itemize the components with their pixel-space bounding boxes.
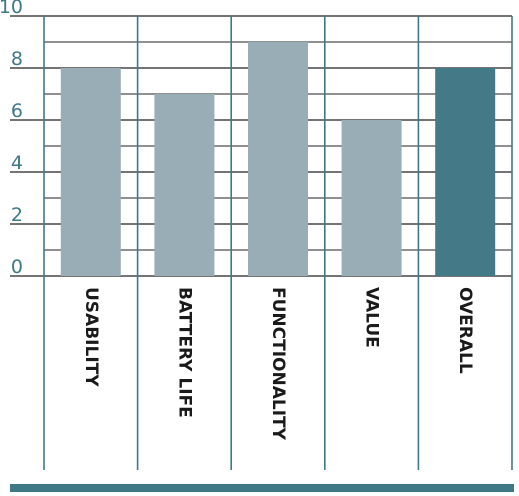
y-tick-label: 4 [11,152,23,174]
x-tick-label: VALUE [362,287,382,348]
y-tick-label: 6 [11,100,23,122]
x-axis-labels: USABILITY BATTERY LIFE FUNCTIONALITY VALUE O… [81,287,475,441]
y-tick-label: 0 [11,256,23,278]
bar-value [341,120,402,276]
x-tick-label: OVERALL [455,287,475,374]
category-dividers [43,16,513,470]
y-tick-label: 8 [11,48,23,70]
x-tick-label: BATTERY LIFE [174,287,194,418]
x-tick-label: FUNCTIONALITY [268,287,288,441]
bar-overall [435,68,496,276]
bottom-accent-bar [10,484,514,492]
y-tick-label: 10 [0,0,23,18]
bar-usability [60,68,121,276]
bar-functionality [248,42,308,276]
y-axis-ticks: 0 2 4 6 8 10 [0,0,23,278]
bars [60,42,496,276]
y-tick-label: 2 [11,204,23,226]
x-tick-label: USABILITY [81,287,101,387]
bar-battery-life [154,94,215,276]
